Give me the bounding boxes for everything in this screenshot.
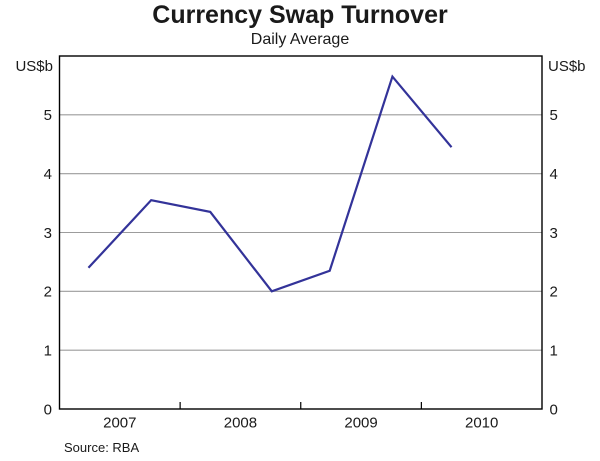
gridlines-layer — [59, 114, 542, 351]
y-tick-label-left-4: 4 — [44, 166, 52, 183]
y-tick-label-left-5: 5 — [44, 107, 52, 124]
x-tick-label-2009: 2009 — [344, 415, 377, 432]
source-note: Source: RBA — [64, 440, 140, 455]
y-axis-unit-left: US$b — [15, 58, 53, 75]
axis-labels-layer: 0 0 1 1 2 2 3 3 4 4 5 5 US$b US$b 2007 2008 2009 2010 — [15, 58, 585, 432]
x-tick-label-2010: 2010 — [465, 415, 498, 432]
y-axis-unit-right: US$b — [548, 58, 586, 75]
data-series-layer — [87, 74, 453, 293]
y-tick-label-left-0: 0 — [44, 401, 52, 418]
y-tick-label-right-3: 3 — [550, 225, 558, 242]
y-tick-label-right-0: 0 — [550, 401, 558, 418]
y-tick-label-right-1: 1 — [550, 342, 558, 359]
chart-subtitle: Daily Average — [250, 31, 350, 48]
plot-frame-layer — [58, 55, 543, 410]
x-tick-label-2007: 2007 — [103, 415, 136, 432]
y-tick-label-left-2: 2 — [44, 284, 52, 301]
x-tick-label-2008: 2008 — [224, 415, 257, 432]
y-tick-label-left-3: 3 — [44, 225, 52, 242]
y-tick-label-right-4: 4 — [550, 166, 558, 183]
chart-title: Currency Swap Turnover — [152, 1, 448, 29]
y-tick-label-right-5: 5 — [550, 107, 558, 124]
y-tick-label-right-2: 2 — [550, 284, 558, 301]
y-tick-label-left-1: 1 — [44, 342, 52, 359]
turnover-line — [87, 74, 453, 293]
